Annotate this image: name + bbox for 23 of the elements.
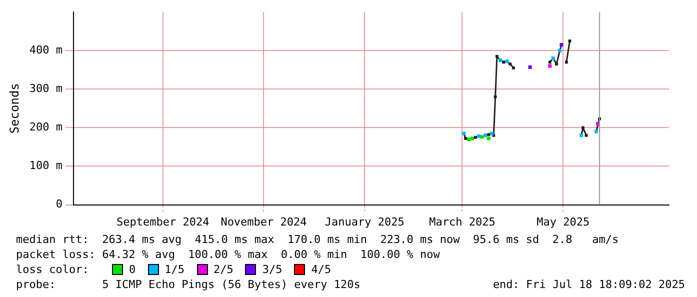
text: packet loss: 64.32 % avg 100.00 % max 0.00 % min 100.00 % now xyxy=(16,247,441,262)
text: end: Fri Jul 18 18:09:02 2025 xyxy=(492,277,685,292)
text: median rtt: 263.4 ms avg 415.0 ms max 170.0 ms min 223.0 ms now 95.6 ms sd 2.8 am/s xyxy=(16,232,620,247)
y-axis-title: Seconds xyxy=(7,83,22,134)
y-tick-label: 400 m xyxy=(29,43,63,56)
legend-title: loss color: xyxy=(16,262,90,277)
legend-label: 4/5 xyxy=(311,262,332,277)
y-tick-label: 100 m xyxy=(29,159,63,172)
x-tick-label: March 2025 xyxy=(429,215,496,228)
y-tick-label: 0 xyxy=(56,198,63,211)
x-tick-label: May 2025 xyxy=(536,215,590,228)
point xyxy=(486,136,490,140)
legend-label: 0 xyxy=(129,262,136,277)
text: probe: 5 ICMP Echo Pings (56 Bytes) every 120s xyxy=(16,277,360,292)
x-tick-label: November 2024 xyxy=(220,215,308,228)
x-tick-label: January 2025 xyxy=(324,215,404,228)
legend-label: 3/5 xyxy=(262,262,282,277)
y-tick-label: 300 m xyxy=(29,82,63,95)
legend-label: 2/5 xyxy=(214,262,234,277)
legend-label: 1/5 xyxy=(164,262,184,277)
y-tick-label: 200 m xyxy=(29,120,63,134)
x-tick-label: September 2024 xyxy=(116,215,210,228)
point xyxy=(548,64,552,68)
